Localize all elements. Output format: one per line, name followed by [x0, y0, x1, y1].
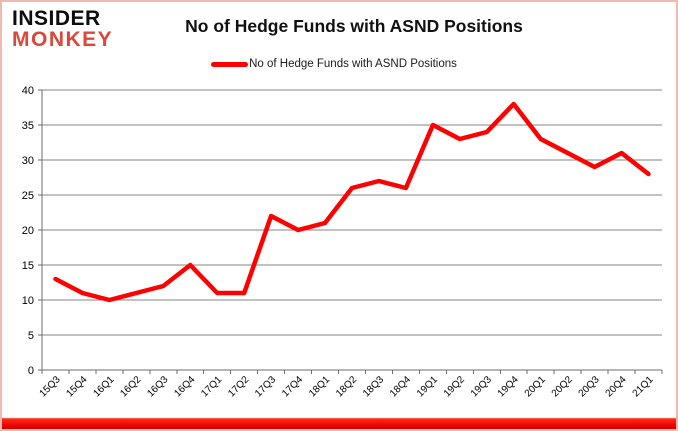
svg-text:19Q2: 19Q2 — [442, 374, 467, 399]
svg-text:16Q1: 16Q1 — [91, 374, 116, 399]
svg-text:20Q1: 20Q1 — [523, 374, 548, 399]
legend-line-swatch — [211, 61, 249, 67]
svg-text:10: 10 — [22, 295, 34, 307]
logo-monkey-text: MONKEY — [12, 27, 114, 51]
insider-monkey-logo: INSIDER MONKEY — [12, 7, 114, 51]
svg-text:20Q2: 20Q2 — [550, 374, 575, 399]
svg-text:18Q4: 18Q4 — [388, 374, 413, 399]
svg-text:17Q4: 17Q4 — [280, 374, 305, 399]
svg-text:20: 20 — [22, 225, 34, 237]
chart-title: No of Hedge Funds with ASND Positions — [185, 16, 523, 36]
svg-text:35: 35 — [22, 120, 34, 132]
svg-text:19Q3: 19Q3 — [469, 374, 494, 399]
svg-text:17Q3: 17Q3 — [253, 374, 278, 399]
svg-text:17Q2: 17Q2 — [226, 374, 251, 399]
svg-text:16Q2: 16Q2 — [118, 374, 143, 399]
svg-text:25: 25 — [22, 190, 34, 202]
svg-text:15Q3: 15Q3 — [38, 374, 63, 399]
svg-text:17Q1: 17Q1 — [199, 374, 224, 399]
svg-text:15Q4: 15Q4 — [64, 374, 89, 399]
svg-text:21Q1: 21Q1 — [631, 374, 656, 399]
svg-text:16Q3: 16Q3 — [145, 374, 170, 399]
svg-text:40: 40 — [22, 85, 34, 97]
logo-insider-text: INSIDER — [12, 7, 101, 30]
bottom-red-bar — [2, 418, 676, 429]
svg-text:18Q2: 18Q2 — [334, 374, 359, 399]
svg-text:18Q1: 18Q1 — [307, 374, 332, 399]
svg-text:0: 0 — [28, 365, 34, 377]
svg-text:20Q3: 20Q3 — [577, 374, 602, 399]
svg-text:16Q4: 16Q4 — [172, 374, 197, 399]
svg-text:19Q1: 19Q1 — [415, 374, 440, 399]
svg-text:20Q4: 20Q4 — [604, 374, 629, 399]
svg-text:15: 15 — [22, 260, 34, 272]
svg-text:30: 30 — [22, 155, 34, 167]
chart-legend: No of Hedge Funds with ASND Positions — [2, 58, 666, 70]
svg-text:19Q4: 19Q4 — [496, 374, 521, 399]
svg-text:18Q3: 18Q3 — [361, 374, 386, 399]
svg-text:5: 5 — [28, 330, 34, 342]
legend-series-label: No of Hedge Funds with ASND Positions — [249, 58, 457, 70]
